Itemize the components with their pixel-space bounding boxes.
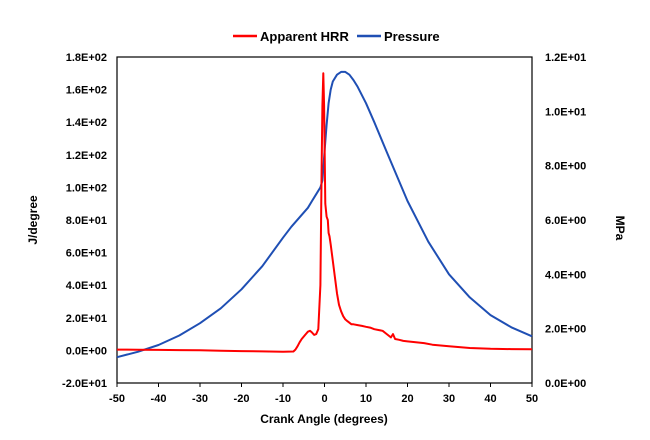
x-tick-label: 50 [526, 393, 538, 405]
x-tick-label: 40 [484, 393, 496, 405]
y-tick-label: -2.0E+01 [62, 378, 107, 390]
legend: Apparent HRR Pressure [233, 29, 440, 44]
y-tick-label: 1.6E+02 [66, 85, 107, 97]
y2-axis-ticks: 0.0E+00 2.0E+00 4.0E+00 6.0E+00 8.0E+00 1.0E+… [545, 52, 586, 390]
y-tick-label: 6.0E+01 [66, 248, 107, 260]
y-tick-label: 1.2E+02 [66, 150, 107, 162]
y2-axis-title: MPa [613, 216, 627, 241]
x-tick-label: 0 [321, 393, 327, 405]
y2-tick-label: 2.0E+00 [545, 324, 586, 336]
x-tick-label: -30 [192, 393, 208, 405]
x-tick-label: -40 [151, 393, 167, 405]
y2-tick-label: 4.0E+00 [545, 269, 586, 281]
x-axis-ticks: -50 -40 -30 -20 -10 0 10 20 30 40 50 [109, 383, 538, 405]
legend-label-pressure: Pressure [384, 29, 440, 44]
x-tick-label: -20 [234, 393, 250, 405]
y-tick-label: 0.0E+00 [66, 345, 107, 357]
y-tick-label: 4.0E+01 [66, 280, 107, 292]
x-axis-title: Crank Angle (degrees) [260, 412, 388, 426]
x-tick-label: 20 [401, 393, 413, 405]
y2-tick-label: 1.0E+01 [545, 106, 586, 118]
y-tick-label: 8.0E+01 [66, 215, 107, 227]
x-tick-label: -10 [275, 393, 291, 405]
y2-tick-label: 0.0E+00 [545, 378, 586, 390]
y-tick-label: 2.0E+01 [66, 313, 107, 325]
series-line-pressure [116, 70, 533, 359]
x-tick-label: 10 [360, 393, 372, 405]
y-axis-title: J/degree [26, 195, 40, 245]
series-line-apparent-hrr [116, 72, 533, 353]
x-tick-label: 30 [443, 393, 455, 405]
y-tick-label: 1.0E+02 [66, 182, 107, 194]
y2-tick-label: 6.0E+00 [545, 215, 586, 227]
x-tick-label: -50 [109, 393, 125, 405]
y-axis-ticks: -2.0E+01 0.0E+00 2.0E+01 4.0E+01 6.0E+01 8.0E… [62, 52, 107, 390]
legend-label-hrr: Apparent HRR [260, 29, 349, 44]
y2-tick-label: 8.0E+00 [545, 161, 586, 173]
y-tick-label: 1.8E+02 [66, 52, 107, 64]
y2-tick-label: 1.2E+01 [545, 52, 586, 64]
y-tick-label: 1.4E+02 [66, 117, 107, 129]
